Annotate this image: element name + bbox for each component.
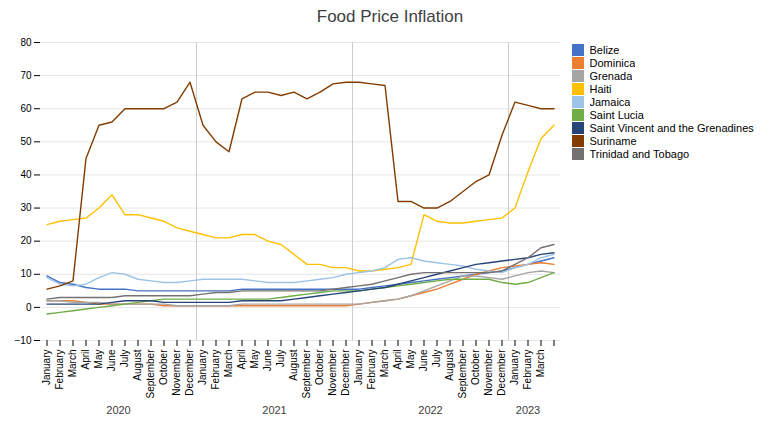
svg-text:December: December <box>184 349 195 396</box>
svg-text:October: October <box>158 349 169 385</box>
svg-text:August: August <box>444 349 455 380</box>
svg-text:March: March <box>379 350 390 378</box>
svg-text:December: December <box>496 349 507 396</box>
html-text:Saint Vincent and the Grenadin: Saint Vincent and the Grenadines <box>589 122 754 134</box>
svg-text:February: February <box>210 350 221 390</box>
html-text:Trinidad and Tobago: Trinidad and Tobago <box>589 148 690 160</box>
svg-text:October: October <box>314 349 325 385</box>
svg-text:0: 0 <box>26 302 32 313</box>
html-text:Saint Lucia: Saint Lucia <box>589 109 644 121</box>
svg-text:June: June <box>106 349 117 371</box>
svg-text:September: September <box>301 349 312 399</box>
svg-text:March: March <box>535 350 546 378</box>
svg-text:November: November <box>171 349 182 396</box>
svg-text:40: 40 <box>20 169 32 180</box>
svg-text:60: 60 <box>20 103 32 114</box>
html-text:Food Price Inflation: Food Price Inflation <box>316 7 464 26</box>
svg-text:50: 50 <box>20 136 32 147</box>
svg-text:May: May <box>93 350 104 369</box>
svg-text:December: December <box>340 349 351 396</box>
svg-text:February: February <box>366 350 377 390</box>
html-text:Dominica: Dominica <box>589 57 636 69</box>
html-text:Jamaica: Jamaica <box>589 96 631 108</box>
svg-text:2020: 2020 <box>106 404 130 416</box>
svg-text:July: July <box>275 350 286 368</box>
svg-text:10: 10 <box>20 268 32 279</box>
svg-text:May: May <box>405 350 416 369</box>
svg-text:−10: −10 <box>15 335 32 346</box>
svg-text:November: November <box>483 349 494 396</box>
svg-text:June: June <box>418 349 429 371</box>
svg-text:July: July <box>431 350 442 368</box>
svg-text:March: March <box>67 350 78 378</box>
svg-text:January: January <box>353 350 364 386</box>
svg-text:April: April <box>80 350 91 370</box>
svg-text:February: February <box>522 350 533 390</box>
html-text:Belize: Belize <box>589 44 620 56</box>
html-text:Grenada: Grenada <box>589 70 633 82</box>
svg-text:August: August <box>288 349 299 380</box>
svg-text:2021: 2021 <box>262 404 286 416</box>
svg-text:80: 80 <box>20 37 32 48</box>
svg-text:January: January <box>41 350 52 386</box>
svg-text:January: January <box>509 350 520 386</box>
svg-text:September: September <box>145 349 156 399</box>
html-text:Suriname: Suriname <box>589 135 637 147</box>
svg-text:30: 30 <box>20 202 32 213</box>
svg-text:February: February <box>54 350 65 390</box>
svg-text:November: November <box>327 349 338 396</box>
svg-text:70: 70 <box>20 70 32 81</box>
svg-text:May: May <box>249 350 260 369</box>
svg-text:August: August <box>132 349 143 380</box>
svg-text:June: June <box>262 349 273 371</box>
svg-text:September: September <box>457 349 468 399</box>
svg-text:March: March <box>223 350 234 378</box>
svg-text:October: October <box>470 349 481 385</box>
html-text:Haiti: Haiti <box>589 83 612 95</box>
svg-text:January: January <box>197 350 208 386</box>
svg-text:April: April <box>236 350 247 370</box>
svg-text:July: July <box>119 350 130 368</box>
svg-text:2023: 2023 <box>516 404 540 416</box>
svg-text:20: 20 <box>20 235 32 246</box>
svg-text:April: April <box>392 350 403 370</box>
svg-text:2022: 2022 <box>418 404 442 416</box>
